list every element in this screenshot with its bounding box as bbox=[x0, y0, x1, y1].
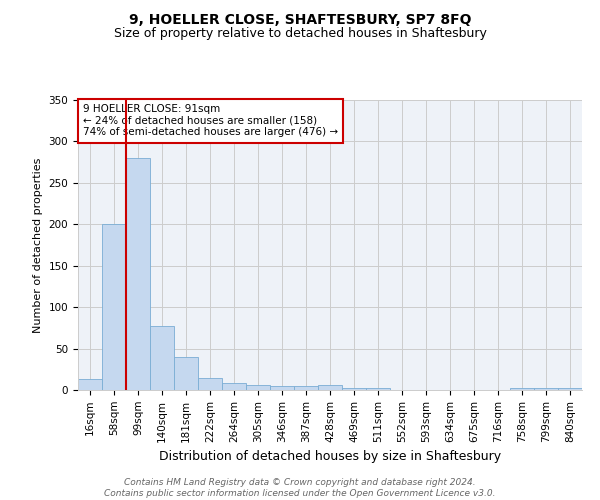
Bar bbox=[246, 385, 270, 390]
Text: 9 HOELLER CLOSE: 91sqm
← 24% of detached houses are smaller (158)
74% of semi-de: 9 HOELLER CLOSE: 91sqm ← 24% of detached… bbox=[83, 104, 338, 138]
Bar bbox=[102, 224, 126, 390]
Bar bbox=[318, 385, 342, 390]
Bar bbox=[174, 357, 198, 390]
Bar bbox=[510, 388, 534, 390]
Y-axis label: Number of detached properties: Number of detached properties bbox=[33, 158, 43, 332]
Bar bbox=[198, 378, 222, 390]
Bar bbox=[222, 382, 246, 390]
Bar bbox=[78, 379, 102, 390]
Bar bbox=[270, 386, 294, 390]
Text: Size of property relative to detached houses in Shaftesbury: Size of property relative to detached ho… bbox=[113, 28, 487, 40]
Bar bbox=[126, 158, 150, 390]
Bar bbox=[366, 388, 390, 390]
X-axis label: Distribution of detached houses by size in Shaftesbury: Distribution of detached houses by size … bbox=[159, 450, 501, 463]
Bar bbox=[558, 388, 582, 390]
Text: 9, HOELLER CLOSE, SHAFTESBURY, SP7 8FQ: 9, HOELLER CLOSE, SHAFTESBURY, SP7 8FQ bbox=[129, 12, 471, 26]
Bar bbox=[294, 386, 318, 390]
Bar bbox=[342, 388, 366, 390]
Text: Contains HM Land Registry data © Crown copyright and database right 2024.
Contai: Contains HM Land Registry data © Crown c… bbox=[104, 478, 496, 498]
Bar bbox=[150, 326, 174, 390]
Bar bbox=[534, 388, 558, 390]
